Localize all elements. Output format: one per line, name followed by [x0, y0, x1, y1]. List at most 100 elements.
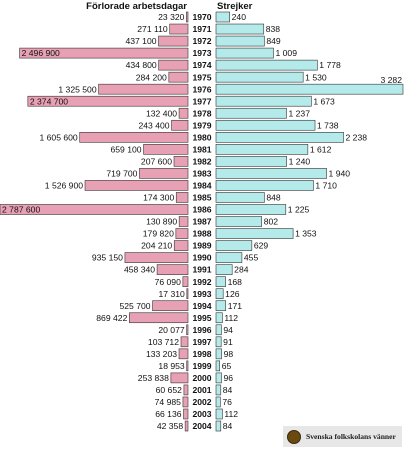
right-value-label-1975: 1 530: [305, 72, 327, 82]
left-value-label-1988: 179 820: [143, 229, 174, 239]
left-value-label-2004: 42 358: [157, 421, 184, 431]
left-value-label-1985: 174 300: [143, 193, 174, 203]
right-bar-1991: [215, 264, 233, 275]
right-value-label-2000: 96: [223, 373, 233, 383]
year-label-1984: 1984: [192, 181, 211, 191]
right-value-label-1972: 849: [266, 36, 281, 46]
left-value-label-1976: 1 325 500: [58, 84, 96, 94]
left-value-label-1993: 17 310: [159, 289, 186, 299]
left-bar-1979: [171, 119, 189, 131]
right-bar-1985: [215, 192, 265, 203]
right-bar-1974: [215, 59, 318, 71]
left-value-label-1983: 719 700: [106, 168, 137, 178]
right-bar-1992: [215, 276, 226, 287]
left-bar-2000: [170, 372, 189, 384]
right-value-label-1984: 1 710: [315, 181, 337, 191]
left-value-label-2001: 60 652: [156, 385, 183, 395]
right-bar-1980: [215, 132, 344, 143]
right-value-label-1986: 1 225: [288, 205, 310, 215]
left-bar-1999: [186, 360, 189, 372]
year-label-1989: 1989: [192, 241, 211, 251]
left-bar-1982: [173, 156, 189, 167]
left-bar-2004: [184, 420, 189, 432]
left-bar-1971: [169, 23, 189, 35]
left-bar-1980: [79, 132, 189, 143]
right-bar-1971: [215, 23, 265, 35]
left-value-label-1992: 76 090: [155, 277, 182, 287]
left-bar-1991: [156, 264, 189, 275]
year-label-1986: 1986: [192, 205, 211, 215]
left-bar-1985: [175, 192, 189, 203]
year-label-1974: 1974: [192, 60, 211, 70]
year-label-1988: 1988: [192, 229, 211, 239]
left-bar-1998: [178, 348, 189, 360]
year-label-1996: 1996: [192, 325, 211, 335]
year-label-1991: 1991: [192, 265, 211, 275]
left-value-label-1998: 133 203: [146, 349, 177, 359]
left-value-label-2000: 253 838: [138, 373, 169, 383]
left-value-label-1971: 271 110: [137, 24, 168, 34]
year-label-1992: 1992: [192, 277, 211, 287]
left-bar-1976: [98, 83, 189, 95]
right-value-label-1998: 98: [224, 349, 234, 359]
year-label-1978: 1978: [192, 108, 211, 118]
right-value-label-1978: 1 237: [288, 108, 310, 118]
right-value-label-1993: 126: [225, 289, 240, 299]
left-bar-1990: [124, 252, 189, 263]
year-label-1981: 1981: [192, 144, 211, 154]
left-value-label-1975: 284 200: [136, 72, 167, 82]
right-value-label-2004: 84: [223, 421, 233, 431]
year-label-1971: 1971: [192, 24, 211, 34]
left-bar-1973: [19, 47, 189, 59]
left-bar-1996: [186, 324, 189, 336]
left-value-label-1977: 2 374 700: [30, 96, 68, 106]
right-value-label-1970: 240: [232, 12, 247, 22]
right-bar-2001: [215, 384, 222, 396]
right-value-label-1973: 1 009: [275, 48, 297, 58]
left-bar-1977: [27, 95, 189, 107]
left-bar-1993: [186, 288, 189, 299]
left-value-label-1979: 243 400: [139, 120, 170, 130]
year-label-1995: 1995: [192, 313, 211, 323]
right-value-label-1983: 1 940: [329, 168, 351, 178]
year-label-1972: 1972: [192, 36, 211, 46]
year-label-1999: 1999: [192, 361, 211, 371]
left-series-header: Förlorade arbetsdagar: [86, 1, 187, 12]
left-bar-1981: [143, 144, 189, 155]
left-bar-1989: [173, 240, 189, 251]
right-value-label-1971: 838: [266, 24, 281, 34]
right-value-label-1991: 284: [234, 265, 249, 275]
chart-rows: 23 320 1970 240 271 110 1971 838 437 100 1972 84…: [0, 11, 404, 432]
right-bar-1989: [215, 240, 253, 251]
left-value-label-1981: 659 100: [110, 144, 141, 154]
year-label-1990: 1990: [192, 253, 211, 263]
right-bar-2003: [215, 408, 223, 420]
left-value-label-1989: 204 210: [141, 241, 172, 251]
year-label-1973: 1973: [192, 48, 211, 58]
year-label-1976: 1976: [192, 84, 211, 94]
left-value-label-1978: 132 400: [146, 108, 177, 118]
right-value-label-2002: 76: [222, 397, 232, 407]
year-label-2002: 2002: [192, 397, 211, 407]
year-label-1985: 1985: [192, 193, 211, 203]
right-value-label-1982: 1 240: [289, 156, 311, 166]
year-label-1998: 1998: [192, 349, 211, 359]
right-bar-1996: [215, 324, 222, 336]
left-value-label-1991: 458 340: [124, 265, 155, 275]
right-series-header: Strejker: [217, 1, 253, 12]
right-value-label-2001: 84: [223, 385, 233, 395]
watermark-text: Svenska folkskolans vänner: [306, 432, 396, 441]
right-value-label-1974: 1 778: [319, 60, 341, 70]
year-label-1982: 1982: [192, 156, 211, 166]
right-value-label-1985: 848: [266, 193, 281, 203]
year-label-1994: 1994: [192, 301, 211, 311]
right-value-label-1980: 2 238: [346, 132, 368, 142]
right-bar-1984: [215, 180, 314, 191]
right-value-label-1977: 1 673: [313, 96, 335, 106]
left-value-label-1990: 935 150: [92, 253, 123, 263]
right-bar-1986: [215, 204, 287, 215]
left-bar-1995: [129, 312, 189, 324]
watermark: Svenska folkskolans vänner: [283, 426, 402, 447]
right-value-label-1987: 802: [264, 217, 279, 227]
year-label-2003: 2003: [192, 409, 211, 419]
